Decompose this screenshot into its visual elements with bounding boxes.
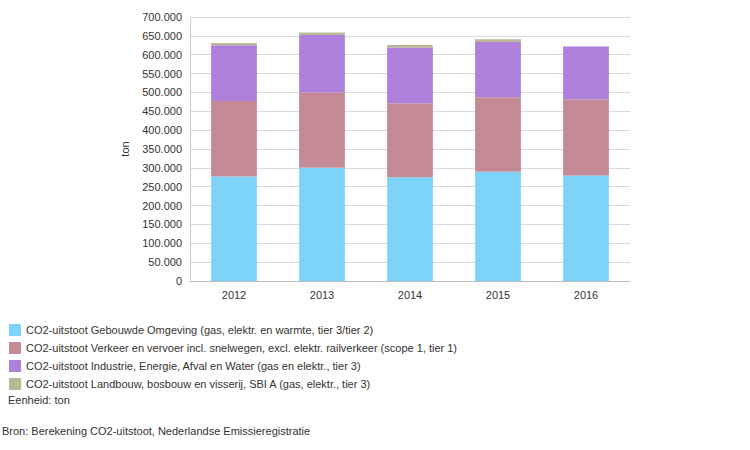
svg-text:300.000: 300.000 bbox=[142, 162, 182, 174]
svg-text:400.000: 400.000 bbox=[142, 124, 182, 136]
svg-text:CO2-uitstoot Gebouwde Omgeving: CO2-uitstoot Gebouwde Omgeving (gas, ele… bbox=[26, 324, 373, 336]
svg-text:0: 0 bbox=[176, 275, 182, 287]
svg-text:CO2-uitstoot Industrie, Energi: CO2-uitstoot Industrie, Energie, Afval e… bbox=[26, 360, 361, 372]
svg-text:100.000: 100.000 bbox=[142, 237, 182, 249]
svg-text:CO2-uitstoot Verkeer en vervoe: CO2-uitstoot Verkeer en vervoer incl. sn… bbox=[26, 342, 457, 354]
svg-text:2014: 2014 bbox=[398, 289, 422, 301]
svg-text:2013: 2013 bbox=[310, 289, 334, 301]
svg-text:500.000: 500.000 bbox=[142, 86, 182, 98]
svg-text:650.000: 650.000 bbox=[142, 30, 182, 42]
svg-text:450.000: 450.000 bbox=[142, 105, 182, 117]
svg-text:2016: 2016 bbox=[574, 289, 598, 301]
svg-text:CO2-uitstoot Landbouw, bosbouw: CO2-uitstoot Landbouw, bosbouw en visser… bbox=[26, 378, 370, 390]
svg-text:700.000: 700.000 bbox=[142, 11, 182, 23]
svg-text:250.000: 250.000 bbox=[142, 181, 182, 193]
svg-text:350.000: 350.000 bbox=[142, 143, 182, 155]
svg-text:150.000: 150.000 bbox=[142, 218, 182, 230]
svg-text:2015: 2015 bbox=[486, 289, 510, 301]
svg-text:Eenheid: ton: Eenheid: ton bbox=[8, 394, 70, 406]
svg-text:600.000: 600.000 bbox=[142, 49, 182, 61]
svg-text:550.000: 550.000 bbox=[142, 68, 182, 80]
svg-text:200.000: 200.000 bbox=[142, 200, 182, 212]
svg-text:Bron: Berekening CO2-uitstoot,: Bron: Berekening CO2-uitstoot, Nederland… bbox=[2, 425, 310, 437]
svg-text:50.000: 50.000 bbox=[148, 256, 182, 268]
svg-text:ton: ton bbox=[119, 141, 131, 156]
svg-text:2012: 2012 bbox=[222, 289, 246, 301]
